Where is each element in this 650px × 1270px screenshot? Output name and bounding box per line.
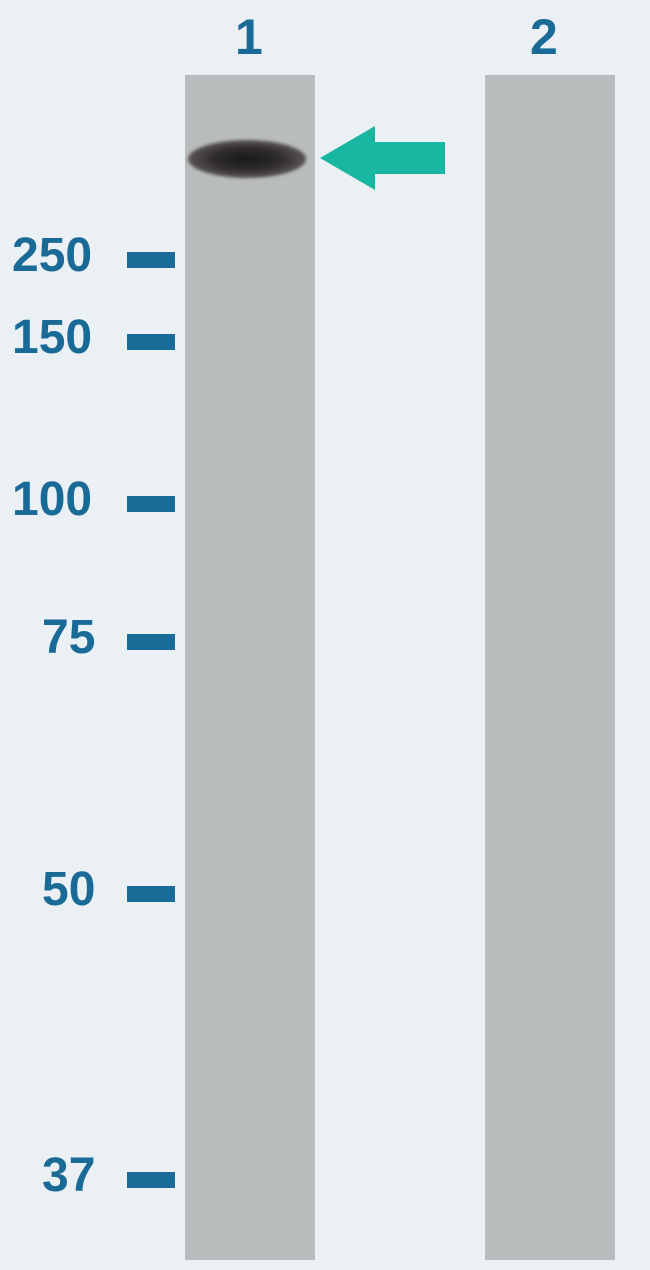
- marker-label-75: 75: [42, 610, 95, 665]
- marker-tick-150: [127, 334, 175, 350]
- marker-label-50: 50: [42, 862, 95, 917]
- marker-tick-100: [127, 496, 175, 512]
- protein-band-lane-1: [188, 140, 306, 178]
- marker-tick-50: [127, 886, 175, 902]
- marker-label-100: 100: [12, 472, 92, 527]
- western-blot-figure: { "figure": { "type": "western-blot", "w…: [0, 0, 650, 1270]
- lane-1-label: 1: [235, 8, 263, 66]
- arrow-head-icon: [320, 126, 375, 190]
- marker-tick-75: [127, 634, 175, 650]
- lane-2: [485, 75, 615, 1260]
- marker-tick-37: [127, 1172, 175, 1188]
- marker-label-37: 37: [42, 1148, 95, 1203]
- lane-2-label: 2: [530, 8, 558, 66]
- arrow-shaft-icon: [375, 142, 445, 174]
- lane-1: [185, 75, 315, 1260]
- marker-label-150: 150: [12, 310, 92, 365]
- marker-tick-250: [127, 252, 175, 268]
- marker-label-250: 250: [12, 228, 92, 283]
